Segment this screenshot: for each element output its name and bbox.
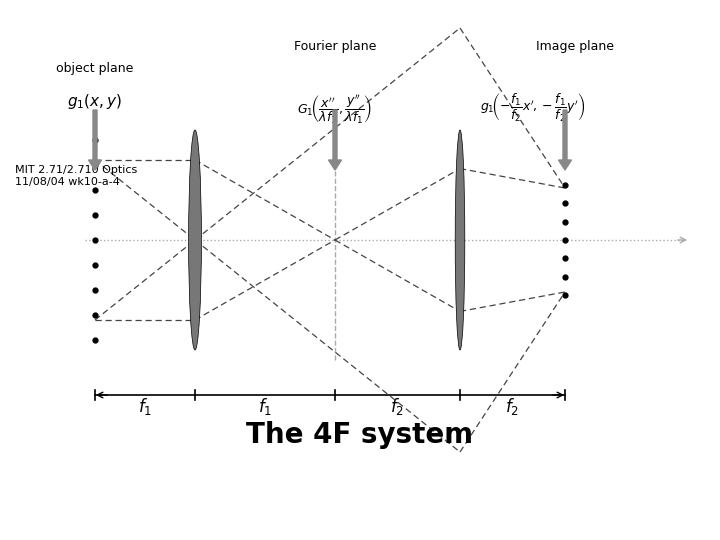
Text: $f_2$: $f_2$ [390, 396, 405, 417]
Text: $f_2$: $f_2$ [505, 396, 520, 417]
Text: MIT 2.71/2.710 Optics
11/08/04 wk10-a-4: MIT 2.71/2.710 Optics 11/08/04 wk10-a-4 [15, 165, 138, 187]
Text: $f_1$: $f_1$ [138, 396, 152, 417]
Ellipse shape [189, 130, 202, 350]
Text: $f_1$: $f_1$ [258, 396, 272, 417]
Text: Image plane: Image plane [536, 40, 614, 53]
Text: $G_1\!\left(\dfrac{x^{\prime\prime}}{\lambda f_1},\dfrac{y^{\prime\prime}}{\lamb: $G_1\!\left(\dfrac{x^{\prime\prime}}{\la… [297, 92, 373, 125]
FancyArrow shape [328, 110, 341, 170]
Text: $g_1\!\left(-\dfrac{f_1}{f_2}x^{\prime},-\dfrac{f_1}{f_2}y^{\prime}\right)$: $g_1\!\left(-\dfrac{f_1}{f_2}x^{\prime},… [480, 92, 585, 124]
FancyArrow shape [89, 110, 102, 170]
Text: Fourier plane: Fourier plane [294, 40, 376, 53]
FancyArrow shape [559, 110, 572, 170]
Ellipse shape [455, 130, 465, 350]
Text: object plane: object plane [56, 62, 134, 75]
Text: $g_1(x,y)$: $g_1(x,y)$ [68, 92, 122, 111]
Text: The 4F system: The 4F system [246, 421, 474, 449]
